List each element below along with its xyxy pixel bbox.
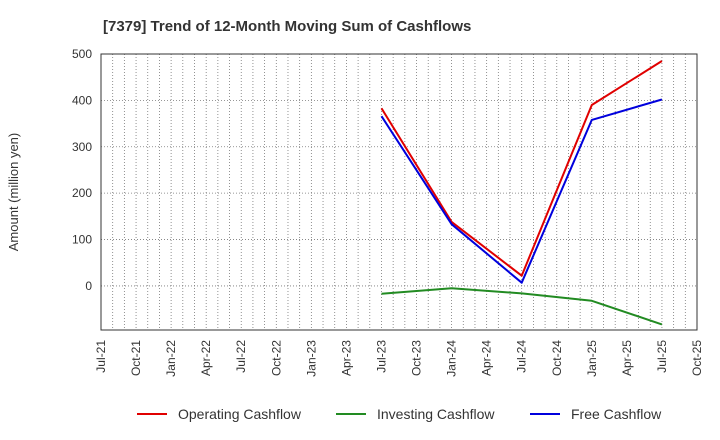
x-tick-label: Apr-22 [199,340,213,376]
y-tick-label: 100 [72,233,92,247]
x-tick-label: Jan-25 [585,340,599,377]
x-tick-label: Jul-24 [515,340,529,373]
x-tick-label: Apr-23 [339,340,353,376]
y-tick-label: 500 [72,47,92,61]
x-tick-label: Apr-25 [620,340,634,376]
x-tick-label: Apr-24 [480,340,494,376]
y-tick-label: 200 [72,186,92,200]
series-line [381,287,663,326]
legend: Operating Cashflow Investing Cashflow Free… [137,406,662,422]
x-tick-label: Jul-25 [655,340,669,373]
grid [101,53,697,330]
x-tick-label: Oct-25 [690,340,704,376]
x-tick-label: Oct-24 [550,340,564,376]
x-tick-label: Jul-21 [94,340,108,373]
plot-frame [100,53,698,331]
series-line [380,60,663,277]
x-tick-label: Oct-22 [269,340,283,376]
legend-label: Free Cashflow [571,406,662,422]
legend-label: Investing Cashflow [377,406,495,422]
series-line [380,98,663,284]
chart-title: [7379] Trend of 12-Month Moving Sum of C… [103,18,471,35]
y-tick-label: 0 [85,279,92,293]
y-axis-label: Amount (million yen) [6,133,21,252]
x-tick-label: Jul-23 [374,340,388,373]
x-tick-label: Oct-21 [129,340,143,376]
y-tick-label: 400 [72,93,92,107]
x-tick-label: Jan-22 [164,340,178,377]
y-tick-label: 300 [72,140,92,154]
series-lines [380,60,663,326]
x-tick-label: Jul-22 [234,340,248,373]
x-tick-label: Jan-24 [445,340,459,377]
x-tick-label: Oct-23 [410,340,424,376]
x-axis: Jul-21 Oct-21 Jan-22 Apr-22 Jul-22 Oct-22 Jan-… [94,340,704,377]
y-axis: 0 100 200 300 400 500 [72,47,92,293]
x-tick-label: Jan-23 [304,340,318,377]
legend-label: Operating Cashflow [178,406,302,422]
